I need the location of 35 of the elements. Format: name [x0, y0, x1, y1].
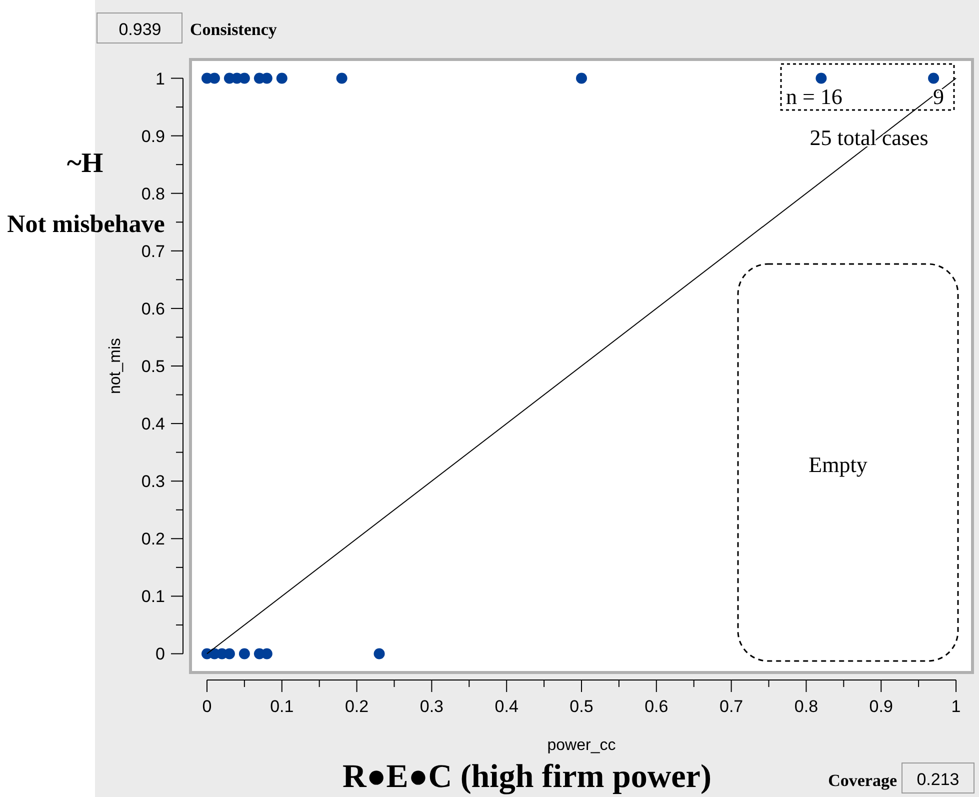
text: Coverage	[828, 771, 898, 790]
y-tick-label: 0.3	[141, 472, 165, 492]
y-tick-label: 0.2	[141, 530, 165, 549]
x-tick-label: 0.2	[344, 697, 369, 716]
y-tick-label: 0.7	[141, 242, 165, 261]
x-tick-label: 0.7	[719, 697, 744, 716]
text: Not misbehave	[7, 211, 165, 238]
y-tick-label: 0	[156, 644, 165, 664]
y-tick-label: 0.8	[141, 184, 165, 204]
x-tick-label: 0.9	[869, 697, 893, 716]
text: R●E●C (high firm power)	[342, 759, 712, 795]
y-tick-label: 0.1	[141, 587, 165, 606]
y-tick-label: 0.9	[141, 126, 165, 146]
y-tick-label: 0.5	[141, 357, 165, 376]
annotation: Empty	[808, 452, 868, 477]
annotation: n = 16	[786, 84, 842, 109]
x-tick-label: 1	[951, 697, 961, 716]
annotation: 25 total cases	[810, 125, 928, 150]
y-axis-title: not_mis	[107, 338, 124, 394]
x-axis-title: power_cc	[547, 737, 616, 754]
annotation: 9	[933, 84, 944, 109]
text: 0.213	[916, 770, 960, 789]
text: Consistency	[190, 20, 278, 39]
x-tick-label: 0	[202, 697, 212, 716]
x-tick-label: 0.4	[494, 697, 518, 716]
x-tick-label: 0.5	[570, 697, 594, 716]
y-tick-label: 0.6	[141, 299, 165, 318]
x-tick-label: 0.3	[420, 697, 444, 716]
x-tick-label: 0.6	[644, 697, 668, 716]
text: ~H	[66, 148, 104, 179]
x-tick-label: 0.8	[794, 697, 818, 716]
y-tick-label: 0.4	[141, 414, 165, 434]
text: 0.939	[118, 20, 162, 39]
y-tick-label: 1	[156, 69, 165, 88]
x-tick-label: 0.1	[270, 697, 294, 716]
